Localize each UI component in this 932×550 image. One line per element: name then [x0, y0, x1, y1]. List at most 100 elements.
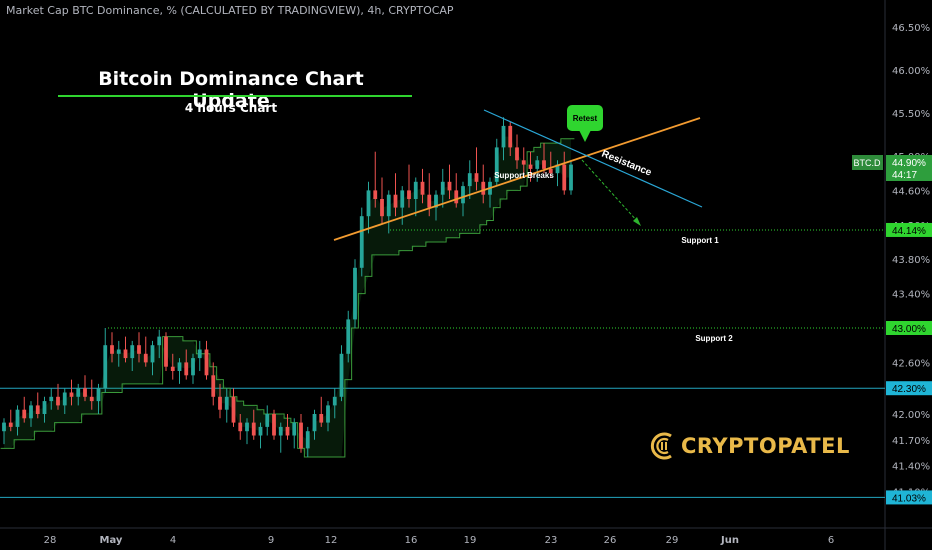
candle-body	[521, 160, 526, 165]
retest-bubble	[567, 105, 603, 131]
projection-arrow-head	[633, 217, 641, 226]
candle-body	[407, 190, 411, 199]
y-tick-label: 41.40%	[892, 462, 930, 473]
candle-body	[150, 345, 155, 363]
candle-body	[359, 216, 364, 268]
support-breaks-annotation: Support Breaks	[494, 171, 554, 180]
candle-body	[366, 190, 371, 217]
candle-body	[319, 414, 324, 423]
y-tick-label: 46.00%	[892, 66, 930, 77]
candle-body	[467, 173, 472, 187]
candle-body	[555, 164, 560, 174]
candle-body	[137, 345, 141, 354]
candle-body	[245, 422, 249, 432]
trailing-stop-fill	[4, 136, 571, 457]
support-2-label: Support 2	[695, 334, 733, 343]
price-level-text: 44.14%	[892, 226, 926, 237]
symbol-tag-text: BTC.D	[854, 158, 882, 168]
candle-body	[69, 392, 74, 397]
countdown-text: 44:17	[892, 170, 917, 181]
candle-body	[548, 168, 553, 174]
candle-body	[103, 345, 108, 389]
price-level-text: 43.00%	[892, 324, 926, 335]
y-tick-label: 42.60%	[892, 358, 930, 369]
candle-body	[110, 345, 114, 354]
candle-body	[130, 345, 135, 359]
candle-body	[49, 396, 54, 402]
x-tick-label: 23	[545, 535, 558, 546]
candle-body	[326, 405, 330, 423]
candle-body	[197, 349, 202, 359]
y-tick-label: 42.00%	[892, 410, 930, 421]
candle-body	[22, 409, 27, 419]
candle-body	[224, 396, 229, 410]
candle-body	[83, 388, 87, 397]
candle-body	[96, 388, 101, 402]
x-tick-label: 29	[666, 535, 679, 546]
logo-text: CRYPTOPATEL	[681, 434, 850, 458]
candle-body	[272, 414, 276, 436]
candle-body	[400, 190, 405, 208]
candle-body	[353, 267, 357, 320]
candle-body	[238, 422, 243, 432]
candle-body	[164, 336, 168, 367]
candle-body	[211, 375, 216, 397]
y-tick-label: 46.50%	[892, 23, 930, 34]
candle-body	[481, 181, 486, 195]
candle-body	[440, 181, 445, 195]
candle-body	[569, 164, 573, 191]
candle-body	[312, 414, 317, 432]
y-tick-label: 43.80%	[892, 255, 930, 266]
candle-body	[413, 181, 418, 199]
candle-body	[420, 181, 425, 195]
current-price-tag	[886, 155, 932, 181]
candle-body	[305, 431, 310, 449]
candle-body	[204, 349, 209, 376]
candle-body	[494, 147, 499, 182]
candle-body	[123, 349, 128, 359]
resistance-line	[483, 109, 703, 208]
candle-body	[218, 396, 222, 410]
candle-body	[177, 362, 182, 371]
logo-c-icon	[650, 432, 672, 460]
candle-body	[157, 336, 162, 346]
candle-body	[42, 401, 47, 414]
y-tick-label: 41.70%	[892, 436, 930, 447]
candle-body	[454, 190, 459, 204]
current-price-text: 44.90%	[892, 158, 926, 169]
x-tick-label: 19	[464, 535, 477, 546]
candle-body	[562, 164, 567, 191]
title-underline	[58, 95, 412, 97]
trailing-stop-line	[0, 138, 575, 458]
chart-header: Market Cap BTC Dominance, % (CALCULATED …	[6, 4, 454, 17]
candle-body	[528, 164, 533, 169]
candle-body	[542, 160, 546, 169]
candle-body	[535, 160, 540, 169]
overlay-subtitle: 4 hours Chart	[184, 101, 278, 115]
price-level-tag	[886, 381, 932, 396]
x-tick-label: Jun	[720, 535, 739, 546]
candle-body	[62, 392, 67, 406]
candle-body	[285, 426, 290, 436]
candle-body	[299, 422, 303, 449]
price-level-tag	[886, 321, 932, 335]
candle-body	[434, 194, 438, 208]
symbol-tag	[852, 155, 883, 170]
candle-body	[76, 388, 81, 397]
candle-body	[191, 358, 195, 376]
candle-body	[515, 147, 519, 161]
candle-body	[2, 422, 6, 432]
candle-body	[143, 353, 148, 363]
ascending-trendline	[333, 117, 701, 241]
x-tick-label: 9	[268, 535, 274, 546]
support-1-label: Support 1	[681, 236, 719, 245]
cryptopatel-logo: CRYPTOPATEL	[649, 430, 850, 462]
candle-body	[170, 366, 175, 371]
x-tick-label: May	[100, 535, 123, 546]
candle-body	[8, 422, 13, 427]
candle-body	[265, 414, 270, 427]
resistance-annotation: Resistance	[600, 149, 653, 179]
candle-body	[251, 422, 256, 436]
